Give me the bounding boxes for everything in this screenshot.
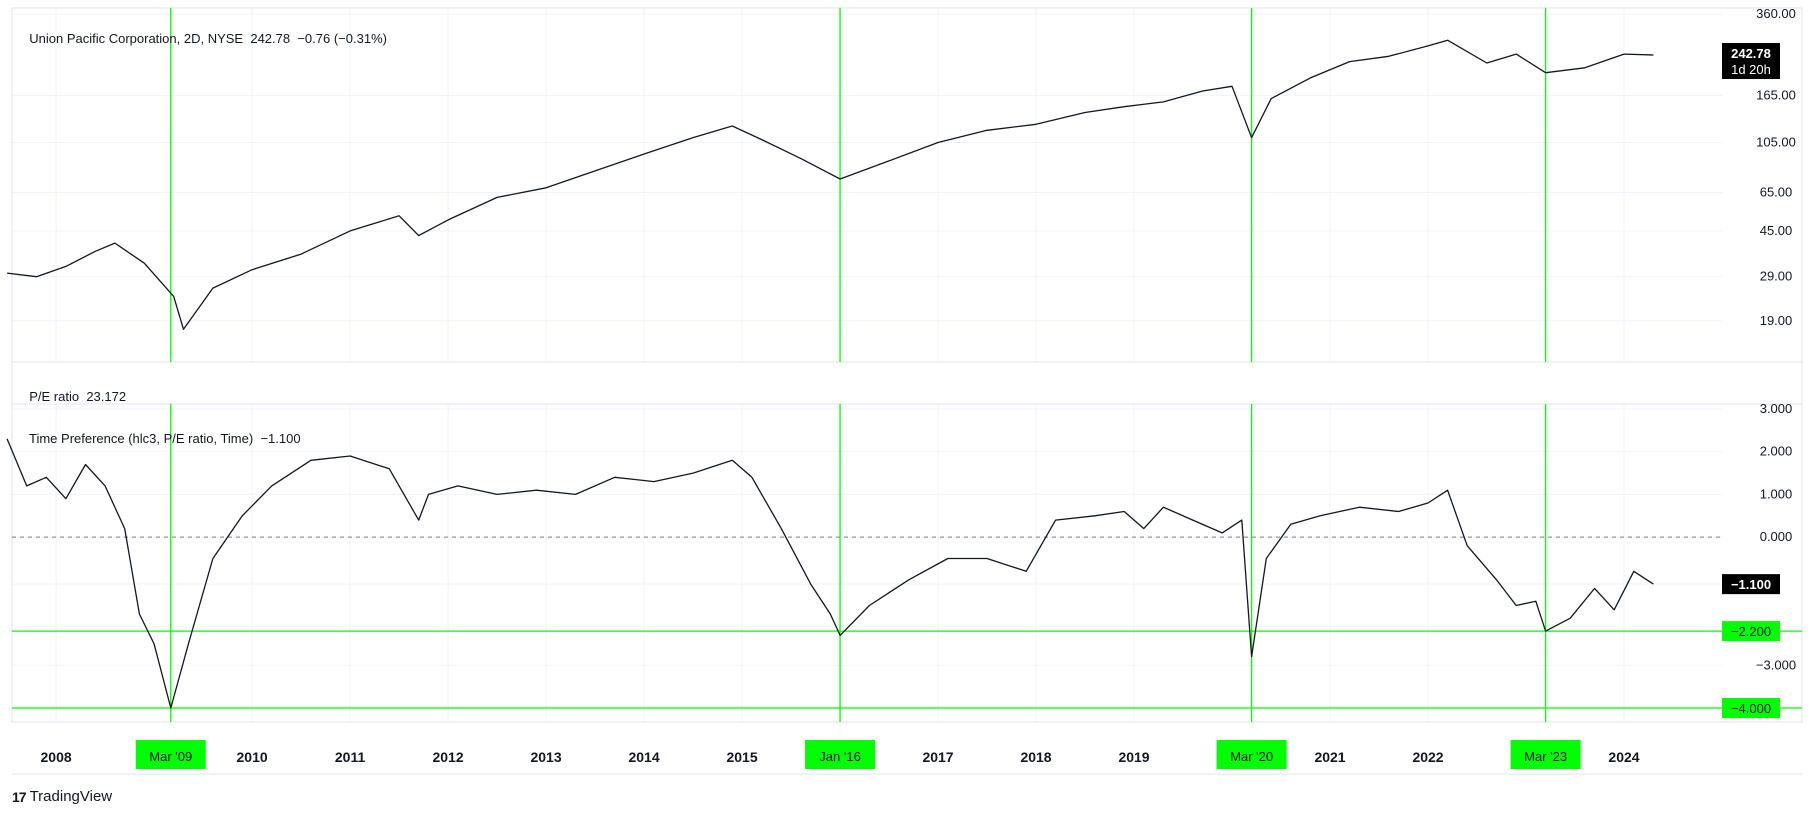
- time-tick-label: 2012: [432, 749, 463, 765]
- highlight-date-label: Mar '09: [149, 749, 192, 764]
- level-badge: [1722, 698, 1780, 718]
- pe-pane-frame: [11, 361, 1803, 405]
- price-badge: [1722, 42, 1780, 79]
- price-change: −0.76 (−0.31%): [297, 31, 387, 46]
- time-tick-label: 2017: [922, 749, 953, 765]
- time-tick-label: 2022: [1412, 749, 1443, 765]
- time-preference-legend[interactable]: Time Preference (hlc3, P/E ratio, Time) …: [22, 416, 301, 446]
- time-tick-label: 2015: [726, 749, 757, 765]
- pe-ratio-legend[interactable]: P/E ratio 23.172: [22, 374, 126, 404]
- price-series-line: [7, 39, 1654, 330]
- last-price: 242.78: [250, 31, 291, 46]
- price-scale[interactable]: 360.00 165.00 105.00 65.00 45.00 29.00 19.00 3.…: [1756, 6, 1796, 672]
- tp-tick-label: 1.000: [1760, 486, 1793, 501]
- tradingview-logo-icon: 17: [12, 788, 27, 805]
- price-tick-label: 165.00: [1756, 87, 1796, 102]
- tradingview-brand[interactable]: 17 TradingView: [12, 788, 112, 805]
- highlight-date-badge: [135, 740, 206, 769]
- price-tick-label: 29.00: [1760, 269, 1793, 284]
- price-badge-value: 242.78: [1731, 46, 1771, 61]
- level-badge-label: −4.000: [1731, 701, 1771, 716]
- tp-tick-label: −3.000: [1756, 657, 1796, 672]
- level-badge-label: −2.200: [1731, 624, 1771, 639]
- highlight-date-badge: [805, 740, 876, 769]
- highlight-date-label: Jan '16: [819, 749, 861, 764]
- time-tick-label: 2011: [335, 749, 366, 765]
- highlight-vertical-lines: [170, 8, 1547, 722]
- time-scale[interactable]: 2008 2010 2011 2012 2013 2014 2015 2017 2018 2019…: [41, 740, 1640, 769]
- pe-value: 23.172: [86, 389, 127, 404]
- time-tick-label: 2014: [628, 749, 659, 765]
- price-legend[interactable]: Union Pacific Corporation, 2D, NYSE 242.…: [22, 16, 387, 46]
- highlight-date-label: Mar '23: [1524, 749, 1567, 764]
- time-tick-label: 2024: [1608, 749, 1639, 765]
- tp-tick-label: 2.000: [1760, 444, 1793, 459]
- time-preference-series-line: [6, 438, 1654, 709]
- price-tick-label: 105.00: [1756, 134, 1796, 149]
- pe-label: P/E ratio: [29, 389, 80, 404]
- symbol-title: Union Pacific Corporation, 2D, NYSE: [29, 31, 244, 46]
- price-tick-label: 19.00: [1760, 313, 1793, 328]
- tp-tick-label: 0.000: [1760, 529, 1793, 544]
- time-tick-label: 2019: [1118, 749, 1149, 765]
- series-lines: [6, 39, 1654, 709]
- level-badge: [1722, 621, 1780, 642]
- tp-pane-frame: [11, 403, 1803, 723]
- brand-name: TradingView: [29, 788, 113, 805]
- price-pane-frame: [11, 7, 1803, 363]
- price-tick-label: 65.00: [1760, 185, 1793, 200]
- price-tick-label: 45.00: [1760, 223, 1793, 238]
- tp-badge: [1722, 574, 1780, 595]
- tp-tick-label: 3.000: [1760, 401, 1793, 416]
- time-tick-label: 2010: [237, 749, 268, 765]
- grid-lines: [12, 8, 1722, 722]
- time-tick-label: 2013: [530, 749, 561, 765]
- tp-badge-value: −1.100: [1731, 577, 1771, 592]
- price-tick-label: 360.00: [1756, 6, 1796, 21]
- horizontal-levels: [12, 630, 1802, 709]
- highlight-date-badge: [1216, 740, 1287, 769]
- highlight-date-label: Mar '20: [1230, 749, 1273, 764]
- highlight-date-badge: [1510, 740, 1581, 769]
- pane-frames: [11, 7, 1803, 775]
- time-tick-label: 2018: [1020, 749, 1051, 765]
- tp-value: −1.100: [260, 431, 301, 446]
- time-tick-label: 2021: [1314, 749, 1345, 765]
- time-tick-label: 2008: [41, 749, 72, 765]
- price-badge-countdown: 1d 20h: [1731, 62, 1771, 77]
- tp-label: Time Preference (hlc3, P/E ratio, Time): [29, 431, 254, 446]
